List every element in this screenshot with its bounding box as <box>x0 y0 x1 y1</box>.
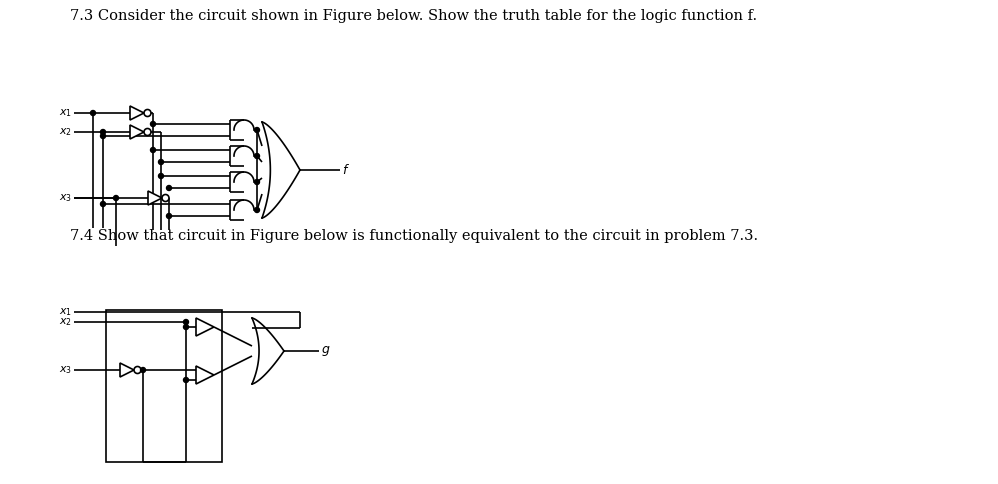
Polygon shape <box>130 125 144 139</box>
Circle shape <box>162 195 169 201</box>
Circle shape <box>101 130 106 135</box>
Polygon shape <box>120 363 134 377</box>
Text: $x_2$: $x_2$ <box>59 126 72 138</box>
Polygon shape <box>196 318 214 336</box>
Circle shape <box>134 366 141 374</box>
Text: $g$: $g$ <box>321 344 330 358</box>
Text: $x_3$: $x_3$ <box>59 364 72 376</box>
Circle shape <box>184 324 189 330</box>
Circle shape <box>167 213 172 218</box>
Circle shape <box>91 110 96 116</box>
Circle shape <box>141 367 146 373</box>
Text: $x_2$: $x_2$ <box>59 316 72 328</box>
Polygon shape <box>196 366 214 384</box>
Circle shape <box>101 201 106 207</box>
Polygon shape <box>130 106 144 120</box>
Circle shape <box>144 128 151 136</box>
Circle shape <box>159 173 164 179</box>
Text: $f$: $f$ <box>342 163 350 177</box>
Circle shape <box>167 185 172 191</box>
Circle shape <box>254 180 259 184</box>
Circle shape <box>184 319 189 324</box>
Text: 7.4 Show that circuit in Figure below is functionally equivalent to the circuit : 7.4 Show that circuit in Figure below is… <box>70 229 758 243</box>
Text: $x_1$: $x_1$ <box>59 306 72 318</box>
Circle shape <box>254 127 259 133</box>
Circle shape <box>159 160 164 165</box>
Text: 7.3 Consider the circuit shown in Figure below. Show the truth table for the log: 7.3 Consider the circuit shown in Figure… <box>70 9 757 23</box>
Bar <box>106 310 222 462</box>
Text: $x_1$: $x_1$ <box>59 107 72 119</box>
Circle shape <box>144 109 151 117</box>
Circle shape <box>184 378 189 382</box>
Circle shape <box>151 121 156 126</box>
Circle shape <box>254 153 259 158</box>
Text: $x_3$: $x_3$ <box>59 192 72 204</box>
Circle shape <box>114 196 119 200</box>
Polygon shape <box>148 191 162 205</box>
Circle shape <box>151 148 156 152</box>
Circle shape <box>254 208 259 212</box>
Circle shape <box>101 134 106 138</box>
